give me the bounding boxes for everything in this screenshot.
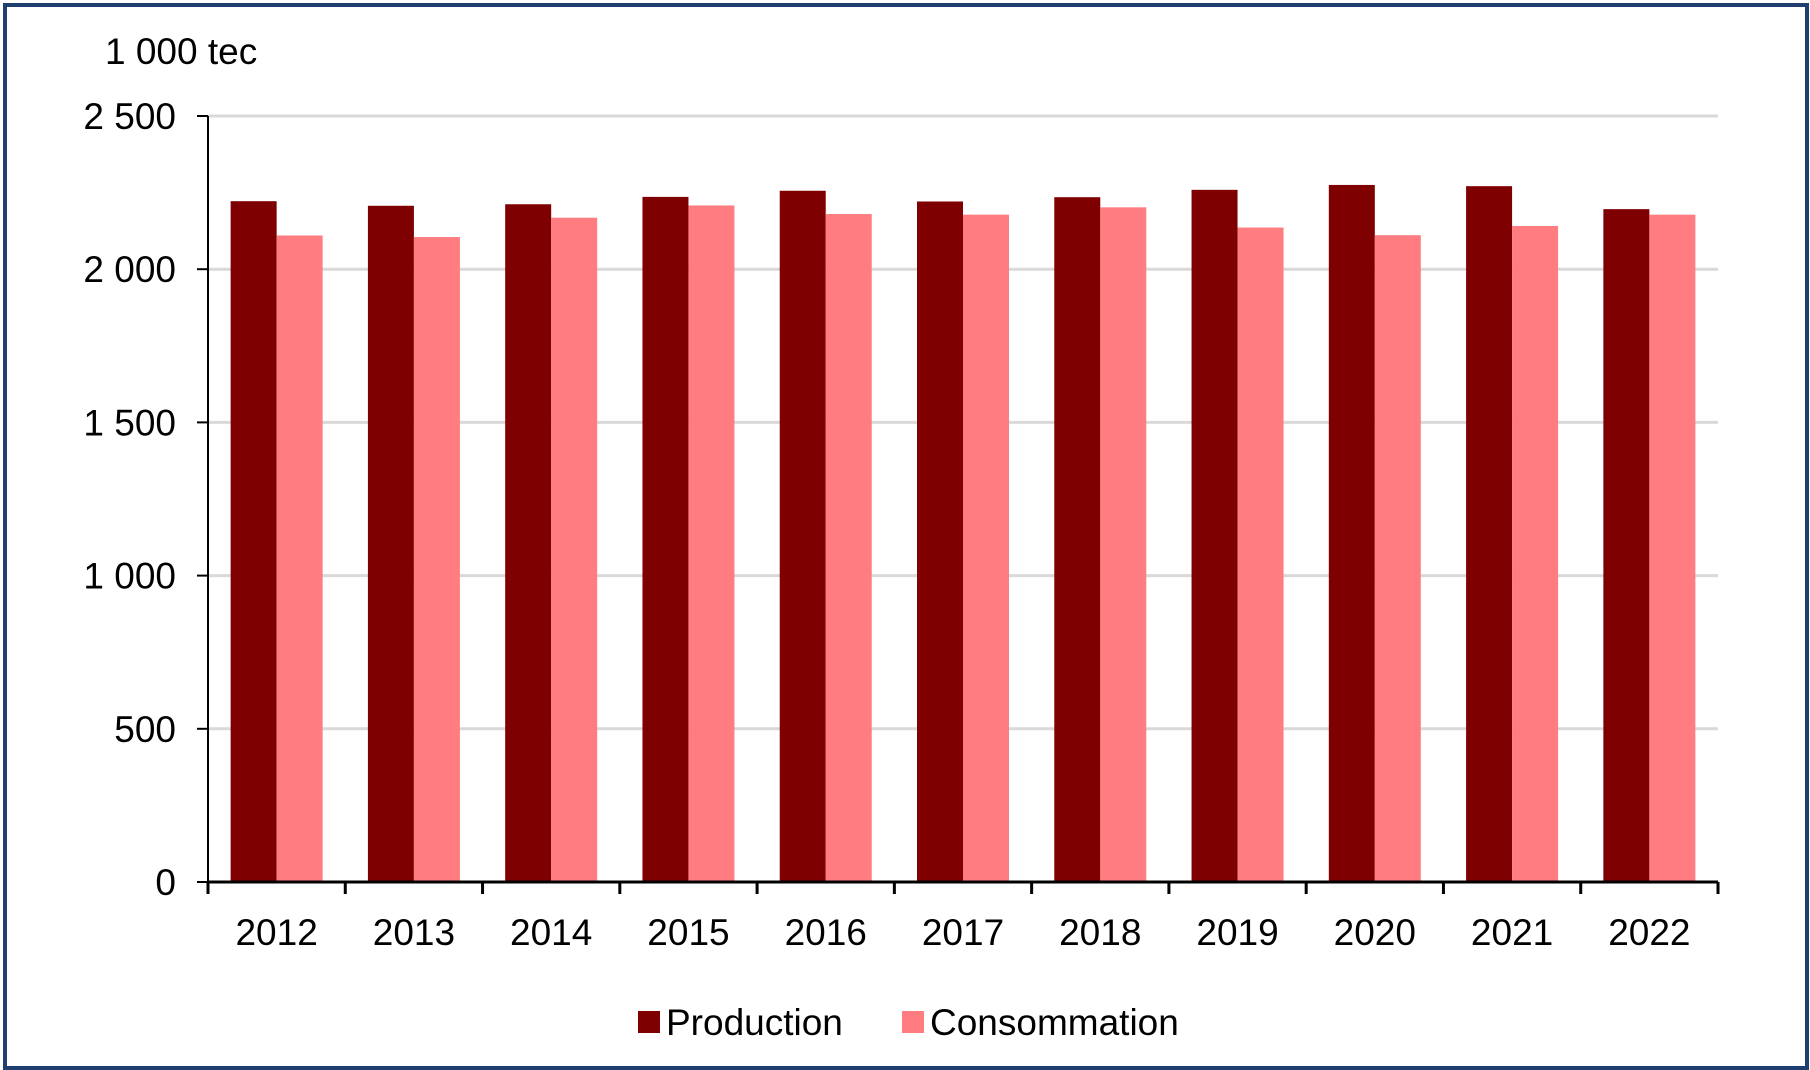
y-tick-label: 500: [114, 709, 176, 750]
legend-label-production: Production: [666, 1002, 843, 1043]
legend-swatch-production: [638, 1011, 660, 1033]
bar-production-2020: [1328, 184, 1375, 882]
bar-production-2012: [230, 201, 277, 882]
bar-consommation-2012: [276, 235, 323, 883]
bar-consommation-2022: [1649, 214, 1696, 883]
bar-production-2013: [367, 205, 414, 882]
bar-consommation-2017: [963, 214, 1009, 883]
x-tick-label: 2022: [1608, 912, 1690, 953]
x-tick-labels: 2012 2013 2014 2015 2016 2017 2018 2019 2020 2021…: [235, 912, 1690, 953]
bar-production-2018: [1054, 197, 1101, 883]
bar-production-2021: [1466, 186, 1513, 883]
bar-production-2014: [505, 204, 552, 883]
y-tick-label: 2 500: [83, 96, 176, 137]
bar-production-2015: [642, 196, 689, 883]
bar-consommation-2018: [1100, 207, 1147, 883]
legend-swatch-consommation: [902, 1011, 924, 1033]
x-tick-label: 2013: [373, 912, 455, 953]
x-tick-label: 2012: [235, 912, 317, 953]
bar-production-2022: [1603, 209, 1650, 882]
x-tick-label: 2019: [1196, 912, 1278, 953]
axes: [206, 116, 1720, 894]
x-tick-label: 2016: [785, 912, 867, 953]
bar-production-2016: [779, 190, 826, 882]
y-tick-label: 1 500: [83, 402, 176, 443]
bar-consommation-2020: [1374, 235, 1421, 883]
x-tick-label: 2017: [922, 912, 1004, 953]
bar-consommation-2013: [413, 237, 460, 882]
x-tick-label: 2020: [1334, 912, 1416, 953]
x-tick-label: 2018: [1059, 912, 1141, 953]
bar-production-2017: [917, 201, 963, 882]
y-tick-label: 0: [155, 862, 176, 903]
bar-production-2019: [1191, 189, 1238, 882]
bar-consommation-2015: [688, 205, 735, 882]
x-tick-label: 2021: [1471, 912, 1553, 953]
y-unit-label: 1 000 tec: [105, 31, 257, 72]
legend: Production Consommation: [638, 1002, 1179, 1043]
y-tick-label: 1 000: [83, 556, 176, 597]
legend-label-consommation: Consommation: [930, 1002, 1179, 1043]
x-tick-label: 2015: [647, 912, 729, 953]
bars: [230, 184, 1696, 883]
x-tick-label: 2014: [510, 912, 592, 953]
y-tick-label: 2 000: [83, 249, 176, 290]
bar-consommation-2019: [1237, 227, 1284, 882]
bar-consommation-2014: [551, 217, 598, 882]
y-tick-labels: 0 500 1 000 1 500 2 000 2 500: [83, 96, 176, 903]
bar-consommation-2021: [1512, 225, 1559, 882]
bar-consommation-2016: [825, 214, 872, 883]
